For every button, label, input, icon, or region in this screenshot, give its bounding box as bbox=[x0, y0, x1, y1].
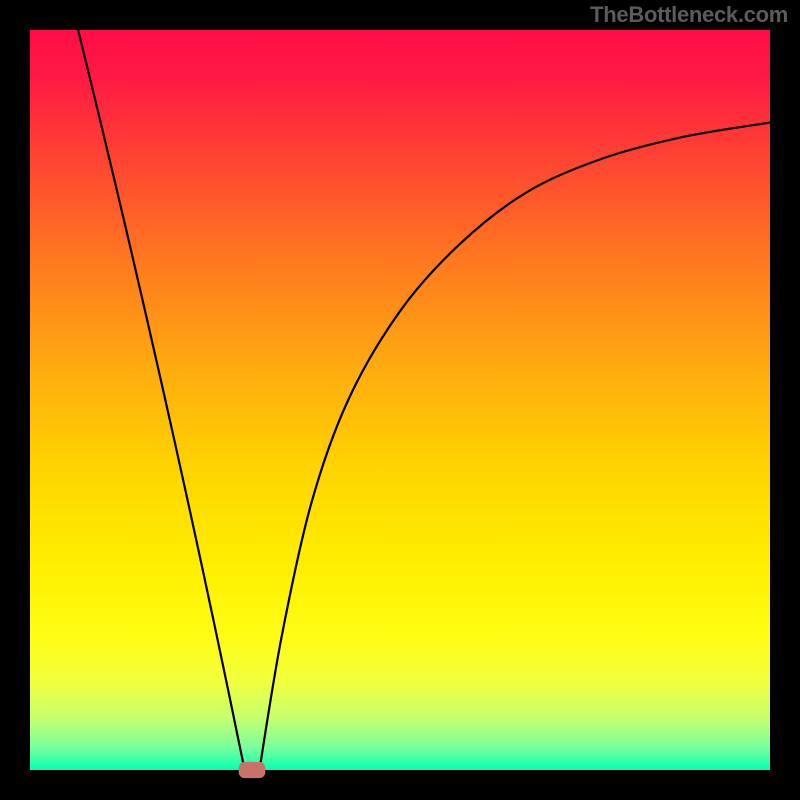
minimum-marker bbox=[239, 762, 266, 778]
chart-container: TheBottleneck.com bbox=[0, 0, 800, 800]
chart-background bbox=[30, 30, 770, 770]
bottleneck-chart bbox=[0, 0, 800, 800]
attribution-text: TheBottleneck.com bbox=[590, 2, 788, 28]
